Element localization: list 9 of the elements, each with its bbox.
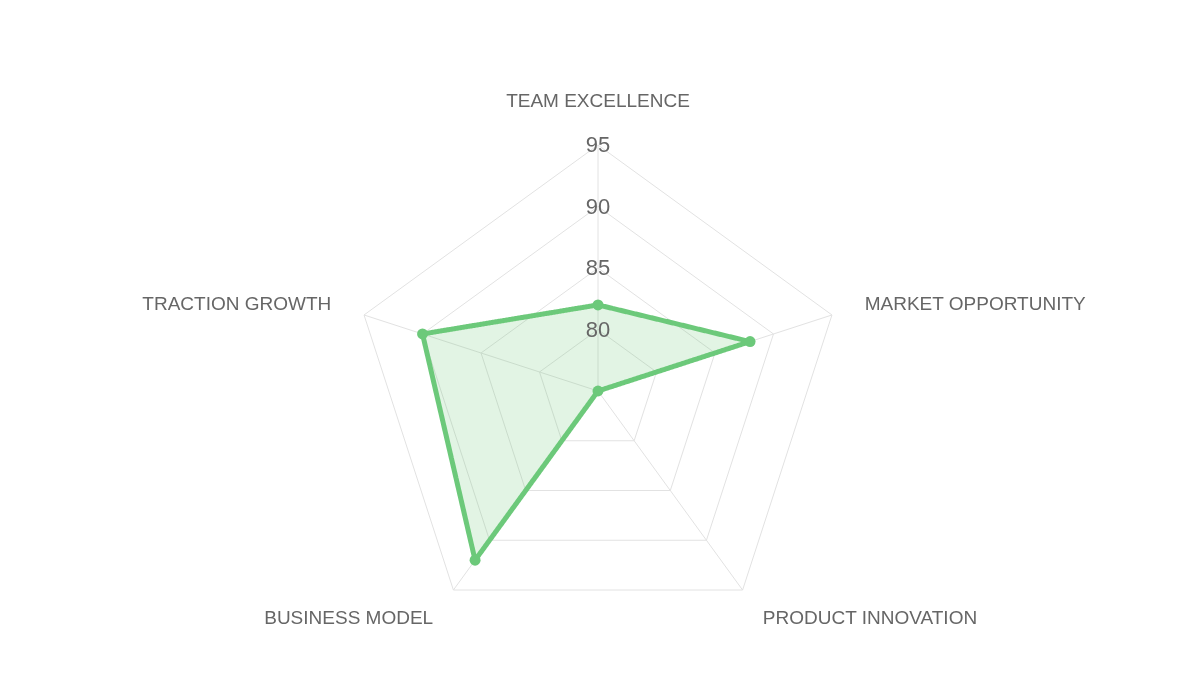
y-tick-label: 80 <box>585 316 611 342</box>
spoke-label: PRODUCT INNOVATION <box>762 606 978 628</box>
y-tick-label: 90 <box>585 193 611 219</box>
y-tick-label: 85 <box>585 255 611 280</box>
y-tick-label: 95 <box>585 132 611 157</box>
spoke-label: TEAM EXCELLENCE <box>506 89 690 111</box>
spoke-label: TRACTION GROWTH <box>142 293 332 315</box>
spoke-label: BUSINESS MODEL <box>264 606 434 628</box>
spoke-label: MARKET OPPORTUNITY <box>864 293 1087 315</box>
